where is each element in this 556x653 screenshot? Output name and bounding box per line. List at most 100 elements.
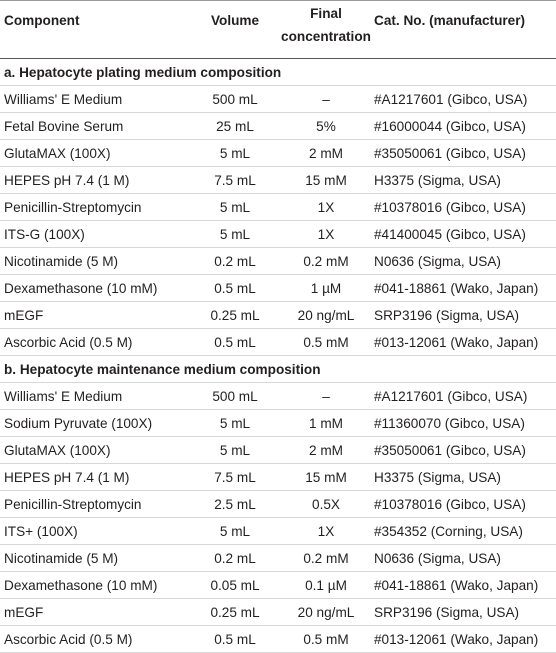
section-row: a. Hepatocyte plating medium composition [0,58,556,86]
cell: #A1217601 (Gibco, USA) [372,85,556,113]
cell: #013-12061 (Wako, Japan) [372,625,556,653]
data-row: GlutaMAX (100X) 5 mL 2 mM #35050061 (Gibco,… [0,139,556,167]
cell: – [280,382,372,410]
cell: Nicotinamide (5 M) [0,247,190,275]
cell: 1 µM [280,274,372,302]
cell: Ascorbic Acid (0.5 M) [0,625,190,653]
cell: HEPES pH 7.4 (1 M) [0,463,190,491]
cell: 20 ng/mL [280,301,372,329]
cell: #A1217601 (Gibco, USA) [372,382,556,410]
cell: Penicillin-Streptomycin [0,193,190,221]
cell: Sodium Pyruvate (100X) [0,409,190,437]
cell: #10378016 (Gibco, USA) [372,490,556,518]
header-cell: Final concentration [280,0,372,59]
data-row: mEGF 0.25 mL 20 ng/mL SRP3196 (Sigma, USA) [0,598,556,626]
cell: Dexamethasone (10 mM) [0,571,190,599]
cell: #013-12061 (Wako, Japan) [372,328,556,356]
cell: Fetal Bovine Serum [0,112,190,140]
cell: 1X [280,193,372,221]
cell: 0.25 mL [190,301,280,329]
cell: 0.5 mL [190,328,280,356]
cell: 5 mL [190,139,280,167]
cell: Dexamethasone (10 mM) [0,274,190,302]
cell: 2.5 mL [190,490,280,518]
data-row: Ascorbic Acid (0.5 M) 0.5 mL 0.5 mM #013-12… [0,328,556,356]
data-row: Penicillin-Streptomycin 2.5 mL 0.5X #103780… [0,490,556,518]
header-cell: Cat. No. (manufacturer) [372,0,556,59]
cell: ITS-G (100X) [0,220,190,248]
cell: 5 mL [190,436,280,464]
cell: 0.2 mL [190,247,280,275]
cell: 20 ng/mL [280,598,372,626]
cell: Penicillin-Streptomycin [0,490,190,518]
cell: 5 mL [190,193,280,221]
cell: 2 mM [280,139,372,167]
cell: Williams' E Medium [0,382,190,410]
cell: #041-18861 (Wako, Japan) [372,274,556,302]
data-row: Nicotinamide (5 M) 0.2 mL 0.2 mM N0636 (Sig… [0,544,556,572]
cell: Ascorbic Acid (0.5 M) [0,328,190,356]
cell: #35050061 (Gibco, USA) [372,436,556,464]
cell: GlutaMAX (100X) [0,436,190,464]
cell: 0.5 mM [280,328,372,356]
cell: 5 mL [190,220,280,248]
data-row: Williams' E Medium 500 mL – #A1217601 (Gibc… [0,85,556,113]
cell: 0.2 mM [280,247,372,275]
cell: GlutaMAX (100X) [0,139,190,167]
cell: #11360070 (Gibco, USA) [372,409,556,437]
data-row: mEGF 0.25 mL 20 ng/mL SRP3196 (Sigma, USA) [0,301,556,329]
cell: #41400045 (Gibco, USA) [372,220,556,248]
data-row: GlutaMAX (100X) 5 mL 2 mM #35050061 (Gibco,… [0,436,556,464]
data-row: HEPES pH 7.4 (1 M) 7.5 mL 15 mM H3375 (Sigm… [0,463,556,491]
cell: 0.2 mL [190,544,280,572]
cell: 0.5 mL [190,274,280,302]
cell: SRP3196 (Sigma, USA) [372,301,556,329]
data-row: Nicotinamide (5 M) 0.2 mL 0.2 mM N0636 (Sig… [0,247,556,275]
cell: H3375 (Sigma, USA) [372,166,556,194]
data-row: Fetal Bovine Serum 25 mL 5% #16000044 (Gibc… [0,112,556,140]
header-row: Component Volume Final concentration Cat… [0,0,556,59]
data-row: Penicillin-Streptomycin 5 mL 1X #10378016 (… [0,193,556,221]
cell: 5 mL [190,517,280,545]
cell: #16000044 (Gibco, USA) [372,112,556,140]
data-row: HEPES pH 7.4 (1 M) 7.5 mL 15 mM H3375 (Sigm… [0,166,556,194]
cell: 500 mL [190,382,280,410]
cell: N0636 (Sigma, USA) [372,247,556,275]
data-row: Williams' E Medium 500 mL – #A1217601 (Gibc… [0,382,556,410]
cell: 0.2 mM [280,544,372,572]
cell: mEGF [0,301,190,329]
data-row: Ascorbic Acid (0.5 M) 0.5 mL 0.5 mM #013-12… [0,625,556,653]
data-row: Dexamethasone (10 mM) 0.05 mL 0.1 µM #041-1… [0,571,556,599]
section-row: b. Hepatocyte maintenance medium composi… [0,355,556,383]
cell: 15 mM [280,166,372,194]
cell: 25 mL [190,112,280,140]
cell: 1 mM [280,409,372,437]
cell: 1X [280,220,372,248]
data-row: Dexamethasone (10 mM) 0.5 mL 1 µM #041-1886… [0,274,556,302]
cell: H3375 (Sigma, USA) [372,463,556,491]
cell: 7.5 mL [190,463,280,491]
cell: #041-18861 (Wako, Japan) [372,571,556,599]
data-row: Sodium Pyruvate (100X) 5 mL 1 mM #11360070 … [0,409,556,437]
cell: 5% [280,112,372,140]
cell: 0.05 mL [190,571,280,599]
cell: – [280,85,372,113]
header-cell: Volume [190,0,280,59]
cell: 15 mM [280,463,372,491]
cell: HEPES pH 7.4 (1 M) [0,166,190,194]
cell: #354352 (Corning, USA) [372,517,556,545]
data-row: ITS-G (100X) 5 mL 1X #41400045 (Gibco, USA) [0,220,556,248]
section-title: b. Hepatocyte maintenance medium composi… [0,355,556,383]
cell: N0636 (Sigma, USA) [372,544,556,572]
cell: #35050061 (Gibco, USA) [372,139,556,167]
cell: 0.5 mL [190,625,280,653]
cell: 500 mL [190,85,280,113]
cell: 0.1 µM [280,571,372,599]
header-cell: Component [0,0,190,59]
cell: 2 mM [280,436,372,464]
cell: ITS+ (100X) [0,517,190,545]
cell: 0.5X [280,490,372,518]
cell: 5 mL [190,409,280,437]
